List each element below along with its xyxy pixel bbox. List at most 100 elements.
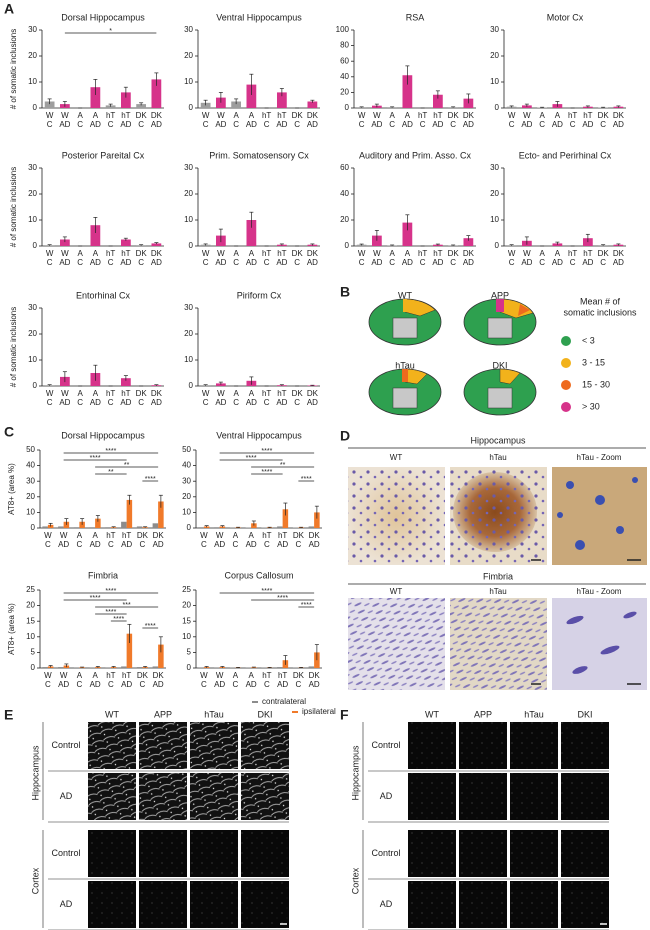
x-tick-label: C bbox=[138, 258, 144, 267]
legend-label: ipsilateral bbox=[302, 707, 336, 716]
bar bbox=[105, 527, 111, 528]
y-tick-label: 0 bbox=[495, 103, 500, 112]
micrograph bbox=[408, 881, 456, 928]
column-label: hTau bbox=[489, 587, 506, 596]
y-tick-label: 40 bbox=[340, 72, 349, 81]
bar bbox=[463, 238, 474, 246]
y-tick-label: 10 bbox=[182, 632, 191, 641]
x-tick-label: hT bbox=[277, 249, 286, 258]
legend-swatch bbox=[561, 336, 571, 346]
x-tick-label: C bbox=[264, 120, 270, 129]
micrograph bbox=[561, 881, 609, 928]
bar bbox=[198, 527, 204, 528]
y-tick-label: 80 bbox=[340, 41, 349, 50]
y-tick-label: 30 bbox=[184, 25, 193, 34]
x-tick-label: C bbox=[295, 540, 301, 549]
x-tick-label: AD bbox=[214, 680, 225, 689]
x-tick-label: C bbox=[450, 120, 456, 129]
bar bbox=[59, 239, 70, 246]
micrograph bbox=[561, 722, 609, 769]
x-tick-label: DK bbox=[448, 111, 460, 120]
bar bbox=[90, 87, 101, 108]
x-tick-label: AD bbox=[521, 120, 532, 129]
x-tick-label: AD bbox=[307, 398, 318, 407]
column-label: WT bbox=[390, 587, 403, 596]
bar bbox=[214, 527, 220, 528]
x-tick-label: A bbox=[555, 111, 561, 120]
x-tick-label: hT bbox=[568, 111, 577, 120]
row-label: AD bbox=[60, 791, 73, 801]
bar bbox=[158, 501, 164, 528]
brain-map bbox=[463, 368, 537, 416]
x-tick-label: AD bbox=[276, 258, 287, 267]
bar bbox=[95, 518, 101, 528]
y-tick-label: 15 bbox=[182, 616, 191, 625]
significance-label: **** bbox=[90, 595, 101, 602]
x-tick-label: A bbox=[233, 111, 239, 120]
x-tick-label: hT bbox=[106, 389, 115, 398]
y-tick-label: 0 bbox=[31, 523, 36, 532]
x-tick-label: AD bbox=[59, 120, 70, 129]
y-tick-label: 5 bbox=[31, 648, 36, 657]
x-tick-label: AD bbox=[371, 120, 382, 129]
x-tick-label: C bbox=[203, 120, 209, 129]
x-tick-label: DK bbox=[598, 249, 610, 258]
y-axis-label: AT8+ (area %) bbox=[7, 463, 16, 515]
y-tick-label: 0 bbox=[189, 241, 194, 250]
x-tick-label: C bbox=[264, 540, 270, 549]
panel-letter: F bbox=[340, 707, 349, 723]
bar bbox=[89, 527, 96, 528]
y-tick-label: 60 bbox=[340, 56, 349, 65]
x-tick-label: A bbox=[93, 249, 99, 258]
x-tick-label: A bbox=[233, 671, 239, 680]
x-tick-label: DK bbox=[292, 111, 304, 120]
bar bbox=[136, 526, 143, 528]
x-tick-label: DK bbox=[153, 531, 165, 540]
micrograph bbox=[139, 722, 187, 769]
x-tick-label: C bbox=[232, 540, 238, 549]
y-tick-label: 5 bbox=[187, 648, 192, 657]
y-tick-label: 50 bbox=[26, 445, 35, 454]
y-tick-label: 0 bbox=[33, 241, 38, 250]
bar bbox=[44, 101, 55, 108]
x-tick-label: A bbox=[233, 531, 239, 540]
y-tick-label: 0 bbox=[187, 523, 192, 532]
micrograph bbox=[510, 830, 558, 877]
x-tick-label: C bbox=[77, 398, 83, 407]
micrograph bbox=[459, 830, 507, 877]
y-tick-label: 30 bbox=[28, 303, 37, 312]
x-tick-label: C bbox=[450, 258, 456, 267]
x-tick-label: AD bbox=[521, 258, 532, 267]
column-label: WT bbox=[390, 453, 403, 462]
column-label: hTau bbox=[489, 453, 506, 462]
micrograph bbox=[459, 881, 507, 928]
x-tick-label: C bbox=[138, 398, 144, 407]
bar bbox=[246, 220, 257, 246]
y-tick-label: 30 bbox=[28, 163, 37, 172]
x-tick-label: C bbox=[201, 680, 207, 689]
legend-swatch bbox=[561, 402, 571, 412]
x-tick-label: AD bbox=[90, 540, 101, 549]
column-label: APP bbox=[474, 709, 492, 719]
x-tick-label: DK bbox=[292, 249, 304, 258]
x-tick-label: C bbox=[294, 398, 300, 407]
x-tick-label: C bbox=[600, 120, 606, 129]
micrograph bbox=[88, 881, 136, 928]
significance-label: ** bbox=[108, 469, 114, 476]
x-tick-label: A bbox=[539, 249, 545, 258]
x-tick-label: hT bbox=[262, 249, 271, 258]
x-tick-label: DK bbox=[613, 249, 625, 258]
significance-label: **** bbox=[261, 448, 272, 455]
x-tick-label: hT bbox=[277, 389, 286, 398]
row-label: Control bbox=[371, 848, 400, 858]
micrograph bbox=[450, 467, 547, 565]
micrograph bbox=[561, 830, 609, 877]
significance-label: **** bbox=[301, 476, 312, 483]
x-tick-label: C bbox=[108, 120, 114, 129]
chart-title: Ventral Hippocampus bbox=[216, 430, 302, 440]
bar bbox=[152, 523, 159, 528]
significance-label: **** bbox=[113, 616, 124, 623]
legend-label: 3 - 15 bbox=[582, 357, 605, 367]
x-tick-label: C bbox=[539, 258, 545, 267]
x-tick-label: hT bbox=[122, 671, 131, 680]
